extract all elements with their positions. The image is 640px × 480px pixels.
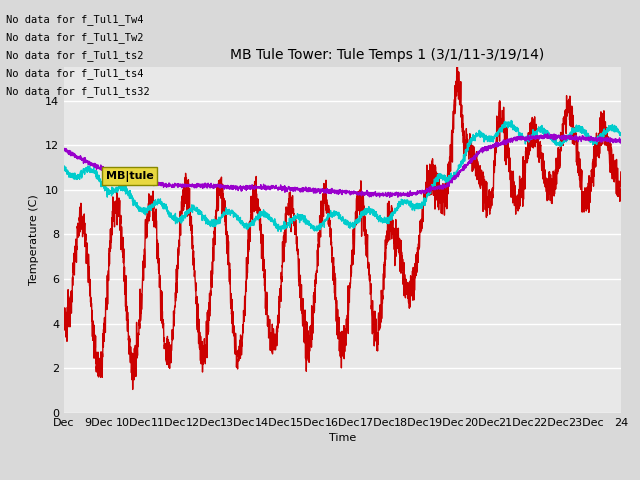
Text: No data for f_Tul1_ts2: No data for f_Tul1_ts2 <box>6 50 144 61</box>
Y-axis label: Temperature (C): Temperature (C) <box>29 194 40 286</box>
Legend: Tul1_Tw+10cm, Tul1_Ts-8cm, Tul1_Ts-16cm: Tul1_Tw+10cm, Tul1_Ts-8cm, Tul1_Ts-16cm <box>150 477 535 480</box>
X-axis label: Time: Time <box>329 433 356 443</box>
Title: MB Tule Tower: Tule Temps 1 (3/1/11-3/19/14): MB Tule Tower: Tule Temps 1 (3/1/11-3/19… <box>230 48 544 62</box>
Text: No data for f_Tul1_ts4: No data for f_Tul1_ts4 <box>6 68 144 79</box>
Text: No data for f_Tul1_Tw2: No data for f_Tul1_Tw2 <box>6 32 144 43</box>
Text: No data for f_Tul1_Tw4: No data for f_Tul1_Tw4 <box>6 13 144 24</box>
Text: No data for f_Tul1_ts32: No data for f_Tul1_ts32 <box>6 86 150 97</box>
Text: MB|tule: MB|tule <box>106 171 154 182</box>
